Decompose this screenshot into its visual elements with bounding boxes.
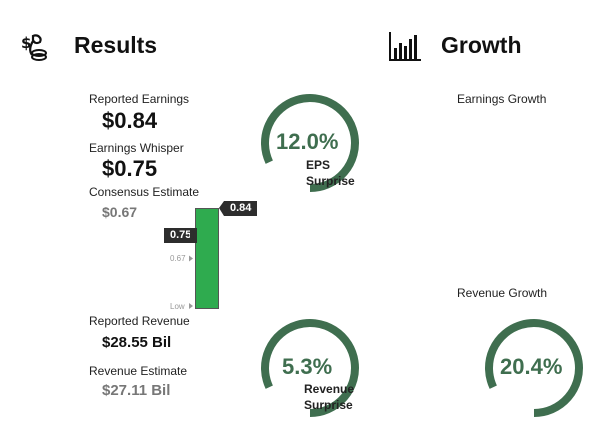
money-bag-icon: $ [20, 31, 50, 61]
bar-high-label: 0.84 [224, 201, 258, 216]
revenue-growth-value: 20.4% [500, 354, 563, 379]
consensus-estimate-label: Consensus Estimate [89, 185, 200, 199]
bar-chart-icon [388, 32, 422, 62]
bar-high-arrow [219, 201, 224, 216]
revenue-gauge-arc [261, 319, 359, 417]
consensus-marker-label: 0.67 [170, 253, 186, 263]
earnings-whisper-value: $0.75 [102, 156, 158, 181]
revenue-growth-gauge [485, 319, 583, 417]
revenue-growth-label: Revenue Growth [457, 286, 548, 300]
earnings-whisper-label: Earnings Whisper [89, 141, 184, 155]
earnings-range-chart: 0.84 0.75 0.67 Low [160, 196, 270, 316]
eps-surprise-value: 12.0% [276, 129, 339, 154]
reported-revenue-label: Reported Revenue [89, 314, 190, 328]
chart-bar [195, 208, 219, 309]
eps-gauge-arc [261, 94, 359, 192]
reported-earnings-value: $0.84 [102, 108, 158, 133]
revenue-estimate-label: Revenue Estimate [89, 364, 188, 378]
eps-surprise-gauge [261, 94, 359, 192]
eps-caption-line1: EPS [306, 158, 331, 172]
low-label: Low [170, 302, 185, 311]
consensus-marker-arrow [189, 255, 193, 262]
revenue-caption-line2: Surprise [304, 398, 353, 412]
revenue-surprise-gauge [261, 319, 359, 417]
earnings-growth-label: Earnings Growth [457, 92, 547, 106]
low-marker-arrow [189, 303, 193, 309]
consensus-estimate-value: $0.67 [102, 204, 138, 220]
svg-text:$: $ [21, 34, 31, 52]
results-title: Results [74, 32, 158, 58]
revenue-caption-line1: Revenue [304, 382, 355, 396]
revenue-surprise-value: 5.3% [282, 354, 333, 379]
growth-title: Growth [441, 32, 522, 58]
reported-earnings-label: Reported Earnings [89, 92, 190, 106]
eps-caption-line2: Surprise [306, 174, 355, 188]
whisper-marker-arrow [190, 227, 195, 243]
revenue-estimate-value: $27.11 Bil [102, 382, 171, 399]
revenue-growth-gauge-arc [485, 319, 583, 417]
whisper-marker-label: 0.75 [164, 227, 198, 243]
chart-marker-arrows [189, 201, 224, 309]
reported-revenue-value: $28.55 Bil [102, 334, 172, 351]
